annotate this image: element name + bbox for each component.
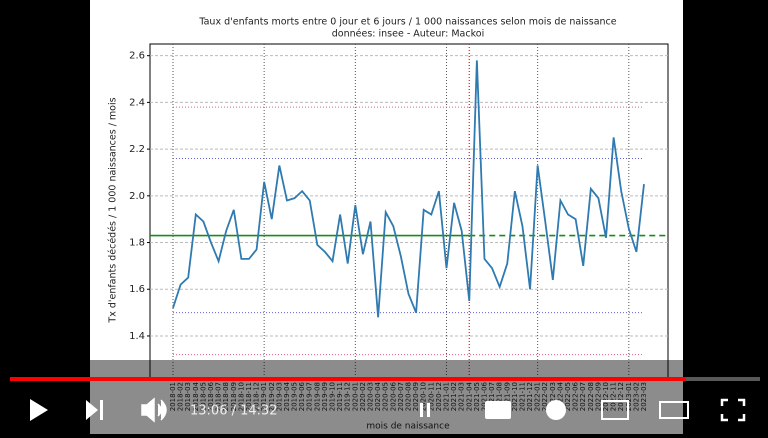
x-tick-label: 2018-12	[253, 382, 261, 411]
x-tick-label: 2022-08	[587, 382, 595, 411]
x-tick-label: 2019-11	[336, 382, 344, 411]
x-tick-label: 2018-06	[207, 381, 215, 411]
control-bar: 13:06 / 14:32	[0, 360, 768, 434]
play-button[interactable]	[30, 399, 48, 421]
x-tick-label: 2019-04	[283, 381, 291, 411]
x-tick-label: 2023-02	[632, 382, 640, 411]
y-tick-label: 1.6	[129, 284, 145, 295]
x-tick-label: 2018-01	[169, 382, 177, 411]
x-tick-label: 2018-07	[215, 382, 223, 411]
y-axis-label: Tx d'enfants décédés / 1 000 naissances …	[108, 97, 119, 323]
x-tick-label: 2020-06	[389, 381, 397, 411]
x-tick-label: 2022-12	[617, 382, 625, 411]
settings-button[interactable]	[546, 400, 566, 420]
x-tick-label: 2018-03	[184, 382, 192, 411]
y-tick-label: 2.2	[129, 144, 145, 155]
x-tick-label: 2020-05	[382, 382, 390, 411]
x-tick-label: 2019-10	[329, 382, 337, 411]
control-shade	[0, 360, 768, 434]
x-tick-label: 2022-07	[579, 382, 587, 411]
x-tick-label: 2021-11	[518, 382, 526, 411]
volume-button[interactable]	[141, 397, 167, 423]
x-tick-label: 2020-09	[412, 382, 420, 411]
y-tick-label: 1.8	[129, 238, 145, 249]
x-tick-label: 2019-03	[275, 382, 283, 411]
x-tick-label: 2019-06	[298, 381, 306, 411]
x-tick-label: 2021-09	[503, 382, 511, 411]
x-tick-label: 2021-12	[526, 382, 534, 411]
x-tick-label: 2021-06	[480, 381, 488, 411]
x-tick-label: 2021-05	[473, 382, 481, 411]
x-tick-label: 2018-11	[245, 382, 253, 411]
x-tick-label: 2019-01	[260, 382, 268, 411]
y-tick-label: 1.4	[129, 331, 145, 342]
fullscreen-button[interactable]	[720, 398, 746, 422]
time-display: 13:06 / 14:32	[190, 404, 278, 419]
subtitles-button[interactable]	[485, 401, 511, 419]
x-tick-label: 2020-10	[420, 382, 428, 411]
theater-button[interactable]	[659, 401, 689, 419]
progress-played[interactable]	[10, 377, 686, 381]
y-tick-label: 2.0	[129, 191, 145, 202]
x-tick-label: 2019-05	[291, 382, 299, 411]
x-tick-label: 2022-10	[602, 382, 610, 411]
x-tick-label: 2019-02	[268, 382, 276, 411]
x-tick-label: 2021-02	[450, 382, 458, 411]
video-frame	[90, 0, 683, 434]
x-tick-label: 2022-01	[534, 382, 542, 411]
x-tick-label: 2023-03	[640, 382, 648, 411]
x-tick-label: 2022-11	[610, 382, 618, 411]
x-tick-label: 2018-02	[177, 382, 185, 411]
x-tick-label: 2020-07	[397, 382, 405, 411]
chart-title: Taux d'enfants morts entre 0 jour et 6 j…	[198, 17, 616, 28]
x-tick-label: 2019-12	[344, 382, 352, 411]
data-line	[172, 60, 645, 318]
x-tick-label: 2021-01	[442, 382, 450, 411]
x-tick-label: 2020-08	[405, 382, 413, 411]
x-tick-label: 2022-02	[541, 382, 549, 411]
x-tick-label: 2022-03	[549, 382, 557, 411]
x-tick-label: 2022-06	[572, 381, 580, 411]
x-tick-label: 2021-07	[488, 382, 496, 411]
x-tick-label: 2022-05	[564, 382, 572, 411]
x-tick-label: 2023-01	[625, 382, 633, 411]
x-tick-label: 2020-02	[359, 382, 367, 411]
y-tick-label: 2.4	[129, 97, 145, 108]
x-tick-label: 2020-03	[367, 382, 375, 411]
x-tick-label: 2021-04	[465, 381, 473, 411]
x-axis-label: mois de naissance	[366, 422, 450, 432]
x-tick-label: 2020-04	[374, 381, 382, 411]
x-tick-label: 2018-05	[199, 382, 207, 411]
chapter-button[interactable]	[420, 403, 430, 417]
x-tick-label: 2021-10	[511, 382, 519, 411]
x-tick-label: 2020-11	[427, 382, 435, 411]
x-tick-label: 2019-09	[321, 382, 329, 411]
x-tick-label: 2022-09	[594, 382, 602, 411]
x-tick-label: 2021-03	[458, 382, 466, 411]
x-tick-label: 2022-04	[556, 381, 564, 411]
x-tick-label: 2021-08	[496, 382, 504, 411]
x-tick-label: 2020-01	[351, 382, 359, 411]
x-tick-label: 2018-08	[222, 382, 230, 411]
chart-subtitle: données: insee - Auteur: Mackoi	[332, 29, 484, 40]
x-tick-label: 2019-07	[306, 382, 314, 411]
miniplayer-button[interactable]	[601, 400, 629, 420]
x-tick-label: 2018-09	[230, 382, 238, 411]
x-tick-label: 2019-08	[313, 382, 321, 411]
next-button[interactable]	[86, 400, 103, 420]
x-tick-label: 2018-10	[237, 382, 245, 411]
y-tick-label: 2.6	[129, 51, 145, 62]
x-tick-label: 2020-12	[435, 382, 443, 411]
x-tick-label: 2018-04	[192, 381, 200, 411]
